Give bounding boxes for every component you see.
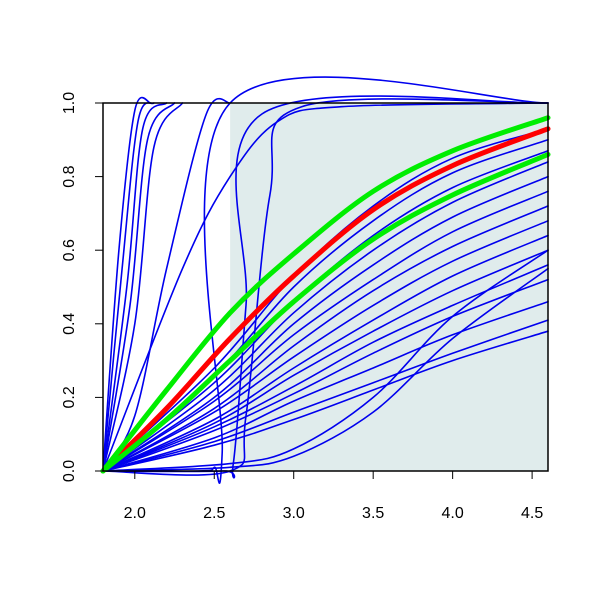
x-tick-label: 4.0: [442, 505, 464, 522]
y-tick-label: 0.6: [61, 239, 78, 261]
series-line-16: [102, 205, 549, 472]
series-line-19: [102, 249, 549, 472]
y-tick-label: 1.0: [61, 92, 78, 114]
series-line-24: [102, 330, 549, 472]
series-line-26: [102, 267, 549, 472]
series-line-15: [102, 190, 549, 472]
x-tick-label: 3.0: [283, 505, 305, 522]
series-line-2: [102, 102, 168, 472]
series-line-13: [102, 161, 549, 472]
y-tick-label: 0.8: [61, 165, 78, 187]
series-line-20: [102, 264, 549, 472]
series-line-9: [102, 98, 549, 476]
series-line-6: [102, 102, 549, 472]
series-line-17: [102, 220, 549, 472]
shaded-region: [230, 103, 548, 471]
y-tick-label: 0.0: [61, 460, 78, 482]
x-tick-label: 2.5: [203, 505, 225, 522]
series-line-25: [102, 249, 549, 472]
axis-layer: 2.0 2.5 3.0 3.5 4.0 4.5 0.0 0.2 0.4 0.6 0.8 1.0: [61, 92, 549, 522]
x-tick-label: 2.0: [124, 505, 146, 522]
series-line-21: [102, 278, 549, 472]
series-line-5: [102, 98, 231, 472]
series-line-18: [102, 234, 549, 472]
series-line-4: [102, 102, 184, 472]
series-line-22: [102, 300, 549, 472]
shaded-region-layer: [230, 103, 548, 471]
highlight-series-line-29: [100, 152, 551, 474]
series-line-3: [102, 102, 176, 472]
series-layer: [100, 76, 551, 484]
series-line-1: [102, 102, 155, 472]
y-tick-label: 0.2: [61, 386, 78, 408]
series-line-0: [102, 96, 152, 472]
series-line-14: [102, 175, 549, 472]
x-tick-label: 4.5: [521, 505, 543, 522]
x-tick-label: 3.5: [362, 505, 384, 522]
y-tick-label: 0.4: [61, 313, 78, 335]
series-line-23: [102, 319, 549, 472]
highlight-series-line-27: [100, 126, 551, 474]
highlight-series-line-28: [100, 115, 551, 474]
plot-frame: [102, 102, 549, 472]
